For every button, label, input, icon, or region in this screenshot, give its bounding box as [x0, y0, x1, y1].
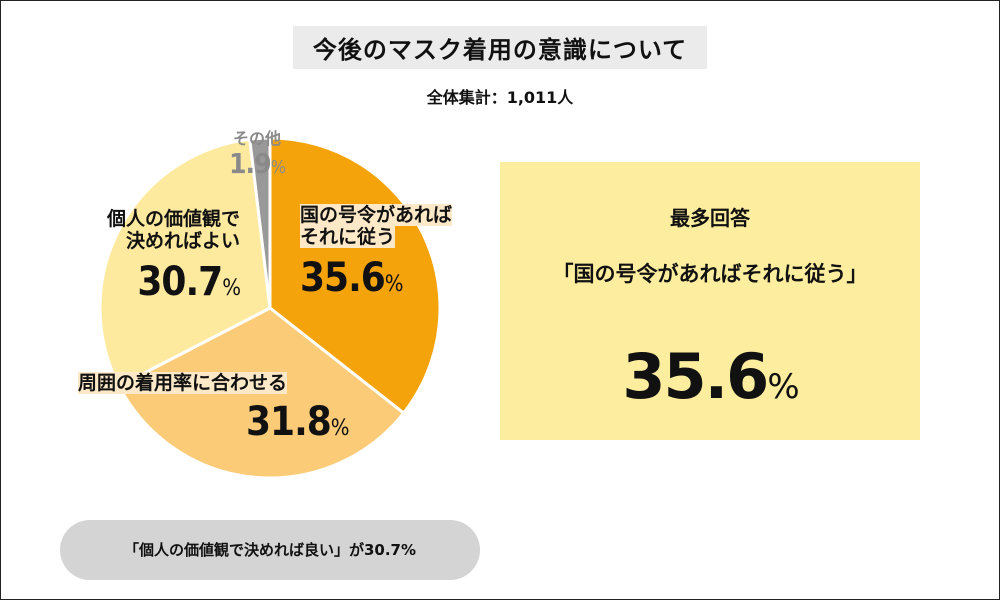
slice-label-other: その他 1.9% [228, 129, 286, 180]
chart-title: 今後のマスク着用の意識について [292, 26, 708, 69]
top-answer-box: 最多回答 「国の号令があればそれに従う」 35.6% [500, 162, 920, 440]
top-answer-heading: 最多回答 [670, 206, 750, 230]
chart-subtitle: 全体集計：1,011人 [426, 88, 574, 107]
pie-slice-other [248, 136, 272, 309]
slice-value-surrounding-rate: 31.8 [246, 399, 332, 445]
pie-slice-personal-values [98, 137, 272, 389]
slice-label-personal-values: 個人の価値観で 決めればよい 30.7% [106, 208, 241, 305]
note-pill: 「個人の価値観で決めれば良い」が30.7% [60, 520, 480, 580]
slice-value-national-order: 35.6 [300, 255, 386, 301]
slice-label-national-order: 国の号令があれば それに従う 35.6% [300, 204, 453, 301]
top-answer-text: 「国の号令があればそれに従う」 [552, 262, 868, 286]
top-answer-value: 35.6% [622, 340, 799, 413]
slice-label-surrounding-rate: 周囲の着用率に合わせる 31.8% [78, 372, 350, 445]
slice-value-personal-values: 30.7 [137, 259, 223, 305]
slice-value-other: 1.9 [228, 147, 272, 180]
